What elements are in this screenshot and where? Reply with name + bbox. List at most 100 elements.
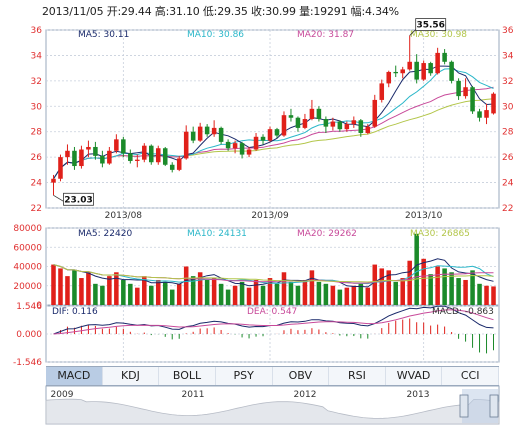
candle-body: [100, 155, 105, 164]
tab-psy[interactable]: PSY: [216, 367, 273, 385]
volume-bar: [274, 283, 280, 305]
volume-bar: [260, 285, 266, 305]
tab-macd[interactable]: MACD: [46, 367, 103, 385]
candle-body: [225, 141, 231, 149]
volume-bar: [323, 283, 329, 305]
volume-tick: 0: [36, 301, 42, 311]
candle-body: [379, 83, 385, 100]
candle-body: [72, 150, 77, 167]
x-tick-label: 2013/10: [405, 211, 443, 221]
tab-obv[interactable]: OBV: [273, 367, 330, 385]
volume-bar: [239, 281, 245, 305]
volume-bar: [351, 285, 357, 305]
candle-body: [93, 146, 98, 156]
min-callout-leader: [53, 194, 64, 202]
candle-body: [149, 145, 154, 163]
candle-body: [253, 136, 259, 150]
candle-body: [393, 71, 398, 74]
volume-bar: [288, 281, 294, 305]
volume-bar: [330, 285, 336, 305]
volume-tick: 80000: [13, 224, 42, 234]
volume-bar: [309, 270, 315, 305]
volume-bar: [149, 285, 154, 305]
candle-body: [155, 148, 161, 163]
tab-wvad[interactable]: WVAD: [386, 367, 443, 385]
volume-bar: [428, 274, 433, 305]
candle-body: [456, 80, 461, 97]
volume-legend-ma30: MA30: 26865: [410, 229, 470, 239]
volume-legend-ma10: MA10: 24131: [187, 229, 247, 239]
candle-body: [337, 121, 343, 130]
legend-ma30: MA30: 30.98: [410, 30, 467, 40]
volume-legend-ma20: MA20: 29262: [297, 229, 357, 239]
legend-ma10: MA10: 30.86: [187, 30, 244, 40]
volume-bar: [155, 279, 161, 305]
candle-body: [400, 69, 405, 74]
price-tick-right: 22: [502, 204, 513, 214]
tab-cci[interactable]: CCI: [442, 367, 499, 385]
candle-body: [358, 120, 364, 133]
candle-body: [323, 119, 329, 127]
volume-bar: [463, 279, 468, 305]
volume-bar: [176, 283, 182, 305]
candle-body: [309, 108, 315, 119]
overview-area: [45, 398, 500, 425]
indicator-tabs: MACD KDJ BOLL PSY OBV RSI WVAD CCI: [46, 366, 499, 386]
overview-year-label: 2009: [51, 390, 74, 400]
volume-tick: 60000: [13, 243, 42, 253]
candle-body: [169, 164, 175, 170]
volume-bar: [162, 281, 168, 305]
price-tick-right: 32: [502, 77, 513, 87]
candle-body: [183, 131, 189, 159]
candle-body: [86, 146, 91, 150]
candle-body: [477, 111, 482, 118]
volume-bar: [190, 276, 196, 305]
candle-body: [142, 145, 147, 160]
volume-bar: [442, 268, 447, 305]
quote-header: 2013/11/05 开:29.44 高:31.10 低:29.35 收:30.…: [42, 5, 399, 18]
tab-boll[interactable]: BOLL: [159, 367, 216, 385]
volume-bar: [114, 272, 119, 305]
candle-body: [128, 153, 133, 161]
price-tick-right: 36: [502, 26, 514, 36]
dea-line: [53, 309, 494, 335]
price-tick-left: 24: [31, 179, 43, 189]
tab-rsi[interactable]: RSI: [329, 367, 386, 385]
candle-body: [295, 117, 301, 128]
volume-bar: [58, 268, 63, 305]
candle-body: [58, 157, 63, 179]
candle-body: [428, 63, 433, 74]
candle-body: [162, 148, 168, 165]
price-tick-right: 24: [502, 179, 514, 189]
volume-bar: [281, 272, 287, 305]
volume-bar: [316, 281, 322, 305]
candle-body: [463, 87, 468, 97]
volume-tick: 20000: [13, 282, 42, 292]
price-tick-left: 22: [31, 204, 42, 214]
volume-bar: [107, 276, 112, 305]
x-tick-label: 2013/09: [251, 211, 289, 221]
candle-body: [121, 139, 126, 154]
volume-bar: [400, 278, 405, 305]
overview-year-label: 2013: [407, 390, 430, 400]
volume-bar: [72, 270, 77, 305]
candle-body: [316, 108, 322, 119]
candle-body: [218, 127, 224, 142]
volume-bar: [477, 283, 482, 305]
volume-bar: [204, 279, 210, 305]
macd-tick: -1.546: [13, 358, 42, 368]
tab-kdj[interactable]: KDJ: [103, 367, 160, 385]
candle-body: [274, 129, 280, 136]
volume-bar: [93, 283, 98, 305]
volume-bar: [414, 233, 419, 305]
volume-bar: [295, 285, 301, 305]
candle-body: [470, 87, 475, 112]
volume-bar: [100, 285, 105, 305]
candle-body: [232, 143, 238, 149]
candle-body: [386, 71, 392, 84]
price-panel-frame: [45, 29, 500, 209]
volume-bar: [135, 287, 140, 305]
overview-handle-left: [459, 394, 469, 418]
volume-bar: [379, 268, 385, 305]
volume-ma30-line: [53, 264, 494, 283]
